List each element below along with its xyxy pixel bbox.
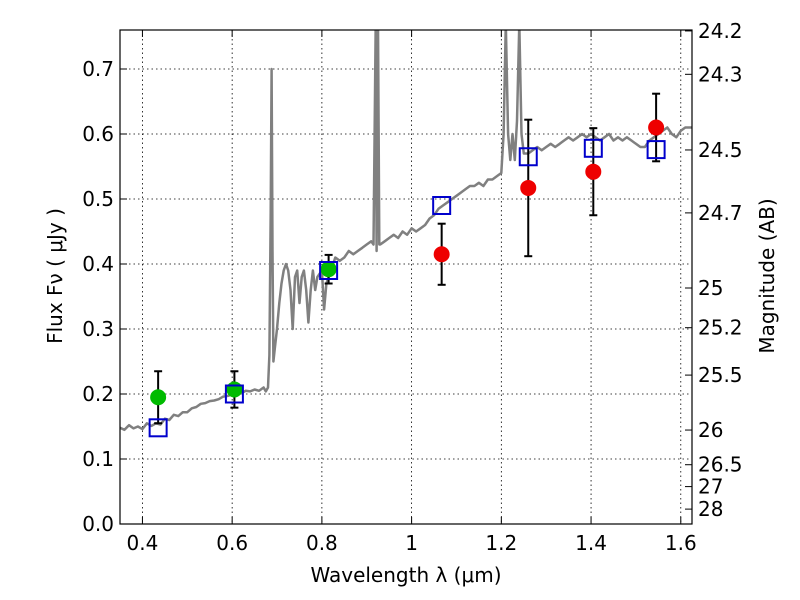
y-tick-label: 0.4 (82, 252, 114, 276)
marker-layer (148, 92, 666, 438)
data-point (648, 119, 665, 136)
y2-tick-label: 24.7 (698, 201, 743, 225)
x-tick-label: 0.4 (127, 531, 159, 555)
y2-tick-label: 24.2 (698, 19, 743, 43)
data-point (226, 381, 243, 398)
y2-tick-label: 27 (698, 475, 723, 499)
y-tick-label: 0.3 (82, 317, 114, 341)
y2-tick-label: 26.5 (698, 453, 743, 477)
data-point (150, 389, 167, 406)
y2-tick-label: 26 (698, 418, 723, 442)
y-tick-label: 0.7 (82, 57, 114, 81)
data-point (520, 179, 537, 196)
x-tick-label: 1.4 (575, 531, 607, 555)
y2-tick-label: 25.5 (698, 363, 743, 387)
tick-marks (120, 30, 692, 525)
model-point (224, 384, 244, 404)
model-point (148, 418, 168, 438)
x-tick-label: 0.6 (216, 531, 248, 555)
model-point (518, 147, 538, 167)
x-tick-label: 0.8 (306, 531, 338, 555)
y-tick-label: 0.6 (82, 122, 114, 146)
x-tick-label: 1.2 (485, 531, 517, 555)
model-point (646, 140, 666, 160)
tick-labels: 0.4 0.6 0.8 1 1.2 1.4 1.6 0.0 0.1 0.2 0.3 0.4 0.5 0.6… (82, 19, 742, 555)
model-point (583, 138, 603, 158)
data-point (320, 261, 337, 278)
y2-tick-label: 24.3 (698, 62, 743, 86)
y2-axis-title: Magnitude (AB) (755, 198, 779, 353)
data-point (585, 163, 602, 180)
data-point (433, 246, 450, 263)
y2-tick-label: 25.2 (698, 316, 743, 340)
x-tick-label: 1 (405, 531, 418, 555)
model-point (319, 261, 339, 280)
y-tick-label: 0.0 (82, 512, 114, 536)
y2-tick-label: 28 (698, 497, 723, 521)
y-tick-label: 0.5 (82, 187, 114, 211)
y-tick-label: 0.2 (82, 382, 114, 406)
y-tick-label: 0.1 (82, 447, 114, 471)
plot-frame (119, 29, 693, 525)
model-point (432, 196, 452, 215)
x-axis-title: Wavelength λ (μm) (310, 563, 501, 587)
y-axis-title: Flux Fν ( μJy ) (43, 208, 67, 344)
x-tick-label: 1.6 (665, 531, 697, 555)
y2-tick-label: 25 (698, 276, 723, 300)
y2-tick-label: 24.5 (698, 138, 743, 162)
